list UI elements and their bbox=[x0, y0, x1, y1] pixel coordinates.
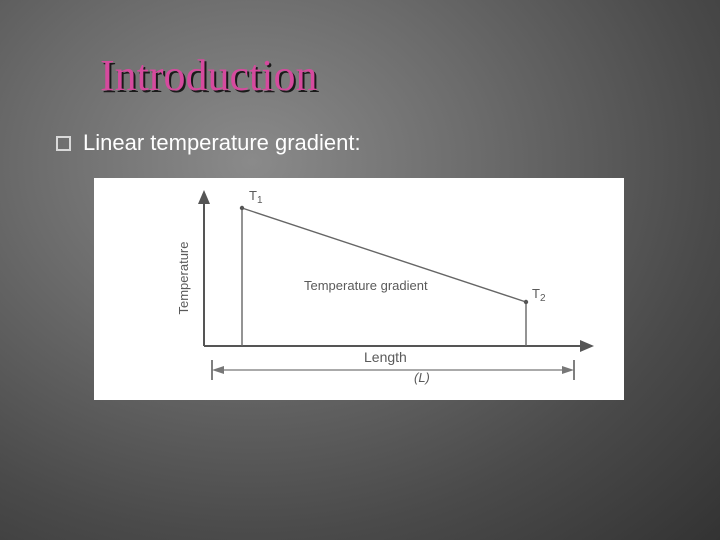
t2-label: T2 bbox=[532, 286, 546, 304]
chart-svg: Temperature T1 T2 Temperature gradient L… bbox=[94, 178, 624, 400]
bullet-icon bbox=[56, 136, 71, 151]
chart-panel: Temperature T1 T2 Temperature gradient L… bbox=[94, 178, 624, 400]
dim-arrow-right bbox=[562, 366, 574, 374]
midline-label: Temperature gradient bbox=[304, 278, 428, 293]
x-axis-arrow bbox=[580, 340, 594, 352]
t2-point bbox=[524, 300, 528, 304]
slide-title: Introduction Introduction bbox=[100, 50, 318, 101]
length-symbol: (L) bbox=[414, 370, 430, 385]
y-axis-label: Temperature bbox=[176, 242, 191, 315]
t1-label: T1 bbox=[249, 188, 263, 206]
dim-arrow-left bbox=[212, 366, 224, 374]
t1-point bbox=[240, 206, 244, 210]
bullet-text: Linear temperature gradient: bbox=[83, 130, 361, 156]
bullet-row: Linear temperature gradient: bbox=[56, 130, 361, 156]
slide-title-text: Introduction bbox=[100, 51, 318, 100]
x-axis-label: Length bbox=[364, 349, 407, 365]
y-axis-arrow bbox=[198, 190, 210, 204]
